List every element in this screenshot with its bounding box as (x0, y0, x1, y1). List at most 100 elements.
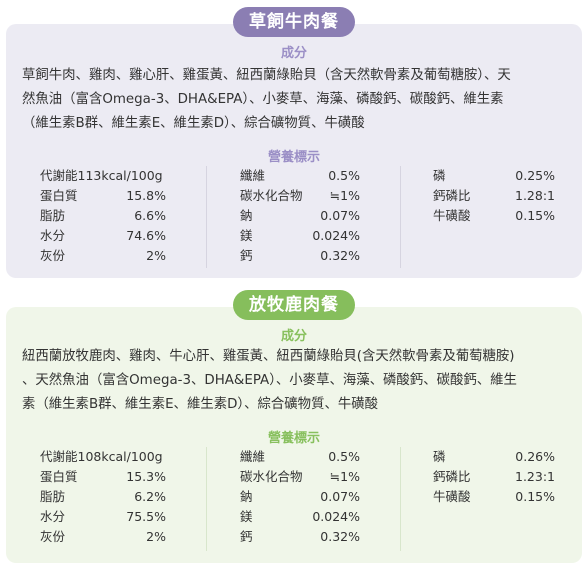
nutrient-name: 水分 (40, 228, 66, 243)
nutrient-name: 灰份 (40, 529, 66, 544)
column-divider (400, 166, 401, 268)
nutrient-row: 代謝能113kcal/100g (40, 166, 166, 186)
deer-card: 放牧鹿肉餐 成分 紐西蘭放牧鹿肉、雞肉、牛心肝、雞蛋黃、紐西蘭綠貽貝(含天然軟骨… (6, 290, 582, 563)
nutrient-value: 2% (146, 529, 166, 544)
nutrient-row: 灰份 2% (40, 527, 166, 547)
beef-card: 草飼牛肉餐 成分 草飼牛肉、雞肉、雞心肝、雞蛋黃、紐西蘭綠貽貝（含天然軟骨素及葡… (6, 7, 582, 278)
nutrient-name: 牛磺酸 (433, 208, 471, 223)
nutrient-value: 74.6% (126, 228, 166, 243)
nutrient-name: 磷 (433, 168, 446, 183)
nutrient-row: 牛磺酸 0.15% (433, 206, 555, 226)
nutrient-name: 灰份 (40, 248, 66, 263)
nutrient-name: 纖維 (240, 168, 266, 183)
nutrient-row: 碳水化合物 ≒1% (240, 467, 360, 487)
nutrient-value: 0.15% (515, 208, 555, 223)
deer-nutrition-col2: 纖維 0.5% 碳水化合物 ≒1% 鈉 0.07% 鎂 0.024% 鈣 0.32% (240, 447, 360, 547)
nutrient-name: 鎂 (240, 228, 253, 243)
nutrient-name: 鎂 (240, 509, 253, 524)
nutrient-row: 鈣 0.32% (240, 246, 360, 266)
column-divider (206, 166, 207, 268)
beef-title: 草飼牛肉餐 (233, 7, 355, 37)
nutrient-row: 鈣 0.32% (240, 527, 360, 547)
nutrient-name: 磷 (433, 449, 446, 464)
nutrient-row: 灰份 2% (40, 246, 166, 266)
nutrient-name: 纖維 (240, 449, 266, 464)
nutrient-value: 0.25% (515, 168, 555, 183)
nutrient-value: 1.23:1 (515, 469, 555, 484)
nutrient-name: 碳水化合物 (240, 469, 303, 484)
nutrient-value: 1.28:1 (515, 188, 555, 203)
nutrient-row: 水分 74.6% (40, 226, 166, 246)
nutrient-name: 鈉 (240, 208, 253, 223)
beef-ingredients-heading: 成分 (280, 46, 307, 61)
ingredients-line: 素（維生素B群、維生素E、維生素D）、綜合礦物質、牛磺酸 (22, 397, 379, 412)
nutrient-row: 磷 0.25% (433, 166, 555, 186)
nutrient-value: 0.07% (320, 208, 360, 223)
nutrient-row: 碳水化合物 ≒1% (240, 186, 360, 206)
nutrient-value: 0.15% (515, 489, 555, 504)
nutrient-row: 蛋白質 15.3% (40, 467, 166, 487)
nutrient-name: 蛋白質 (40, 188, 78, 203)
nutrient-value: 0.024% (312, 509, 360, 524)
ingredients-line: 然魚油（富含Omega-3、DHA&EPA）、小麥草、海藻、磷酸鈣、碳酸鈣、維生… (22, 92, 504, 107)
column-divider (400, 447, 401, 551)
nutrient-value: 0.5% (328, 168, 360, 183)
nutrient-row: 鈣磷比 1.23:1 (433, 467, 555, 487)
beef-nutrition-heading: 營養標示 (267, 150, 320, 165)
nutrient-value: 6.6% (134, 208, 166, 223)
nutrient-name: 鈉 (240, 489, 253, 504)
deer-ingredients: 紐西蘭放牧鹿肉、雞肉、牛心肝、雞蛋黃、紐西蘭綠貽貝(含天然軟骨素及葡萄糖胺) 、… (22, 345, 574, 417)
column-divider (206, 447, 207, 551)
nutrient-row: 纖維 0.5% (240, 447, 360, 467)
deer-ingredients-heading: 成分 (280, 329, 307, 344)
nutrient-name: 水分 (40, 509, 66, 524)
nutrient-value: 15.3% (126, 469, 166, 484)
nutrient-value: ≒1% (329, 469, 360, 484)
nutrient-value: 6.2% (134, 489, 166, 504)
nutrient-value: 15.8% (126, 188, 166, 203)
nutrient-name: 代謝能108kcal/100g (40, 449, 163, 464)
nutrient-row: 牛磺酸 0.15% (433, 487, 555, 507)
nutrient-row: 鎂 0.024% (240, 507, 360, 527)
nutrient-value: 0.32% (320, 248, 360, 263)
nutrient-row: 脂肪 6.6% (40, 206, 166, 226)
nutrient-value: 2% (146, 248, 166, 263)
deer-nutrition-col3: 磷 0.26% 鈣磷比 1.23:1 牛磺酸 0.15% (433, 447, 555, 507)
deer-title: 放牧鹿肉餐 (233, 290, 355, 320)
nutrient-value: 75.5% (126, 509, 166, 524)
nutrient-row: 纖維 0.5% (240, 166, 360, 186)
nutrient-value: 0.32% (320, 529, 360, 544)
deer-nutrition-col1: 代謝能108kcal/100g 蛋白質 15.3% 脂肪 6.2% 水分 75.5% … (40, 447, 166, 547)
nutrient-value: ≒1% (329, 188, 360, 203)
ingredients-line: （維生素B群、維生素E、維生素D）、綜合礦物質、牛磺酸 (22, 116, 365, 131)
nutrient-value: 0.07% (320, 489, 360, 504)
ingredients-line: 紐西蘭放牧鹿肉、雞肉、牛心肝、雞蛋黃、紐西蘭綠貽貝(含天然軟骨素及葡萄糖胺) (22, 349, 515, 364)
nutrient-row: 磷 0.26% (433, 447, 555, 467)
nutrient-name: 脂肪 (40, 208, 66, 223)
ingredients-line: 、天然魚油（富含Omega-3、DHA&EPA）、小麥草、海藻、磷酸鈣、碳酸鈣、… (22, 373, 517, 388)
nutrient-name: 鈣 (240, 529, 253, 544)
nutrient-name: 鈣 (240, 248, 253, 263)
deer-nutrition-heading: 營養標示 (267, 431, 320, 446)
nutrient-name: 蛋白質 (40, 469, 78, 484)
nutrient-row: 鎂 0.024% (240, 226, 360, 246)
nutrient-value: 0.26% (515, 449, 555, 464)
beef-nutrition-col1: 代謝能113kcal/100g 蛋白質 15.8% 脂肪 6.6% 水分 74.6% … (40, 166, 166, 266)
nutrient-name: 鈣磷比 (433, 469, 471, 484)
beef-ingredients: 草飼牛肉、雞肉、雞心肝、雞蛋黃、紐西蘭綠貽貝（含天然軟骨素及葡萄糖胺）、天 然魚… (22, 64, 574, 136)
nutrient-name: 碳水化合物 (240, 188, 303, 203)
nutrient-row: 鈉 0.07% (240, 206, 360, 226)
nutrient-row: 代謝能108kcal/100g (40, 447, 166, 467)
nutrient-value: 0.5% (328, 449, 360, 464)
ingredients-line: 草飼牛肉、雞肉、雞心肝、雞蛋黃、紐西蘭綠貽貝（含天然軟骨素及葡萄糖胺）、天 (22, 68, 511, 83)
nutrient-row: 脂肪 6.2% (40, 487, 166, 507)
nutrient-name: 牛磺酸 (433, 489, 471, 504)
beef-nutrition-col3: 磷 0.25% 鈣磷比 1.28:1 牛磺酸 0.15% (433, 166, 555, 226)
nutrient-row: 蛋白質 15.8% (40, 186, 166, 206)
beef-nutrition-col2: 纖維 0.5% 碳水化合物 ≒1% 鈉 0.07% 鎂 0.024% 鈣 0.32% (240, 166, 360, 266)
nutrient-row: 鈉 0.07% (240, 487, 360, 507)
nutrient-row: 水分 75.5% (40, 507, 166, 527)
nutrient-value: 0.024% (312, 228, 360, 243)
nutrient-name: 脂肪 (40, 489, 66, 504)
nutrient-name: 代謝能113kcal/100g (40, 168, 163, 183)
